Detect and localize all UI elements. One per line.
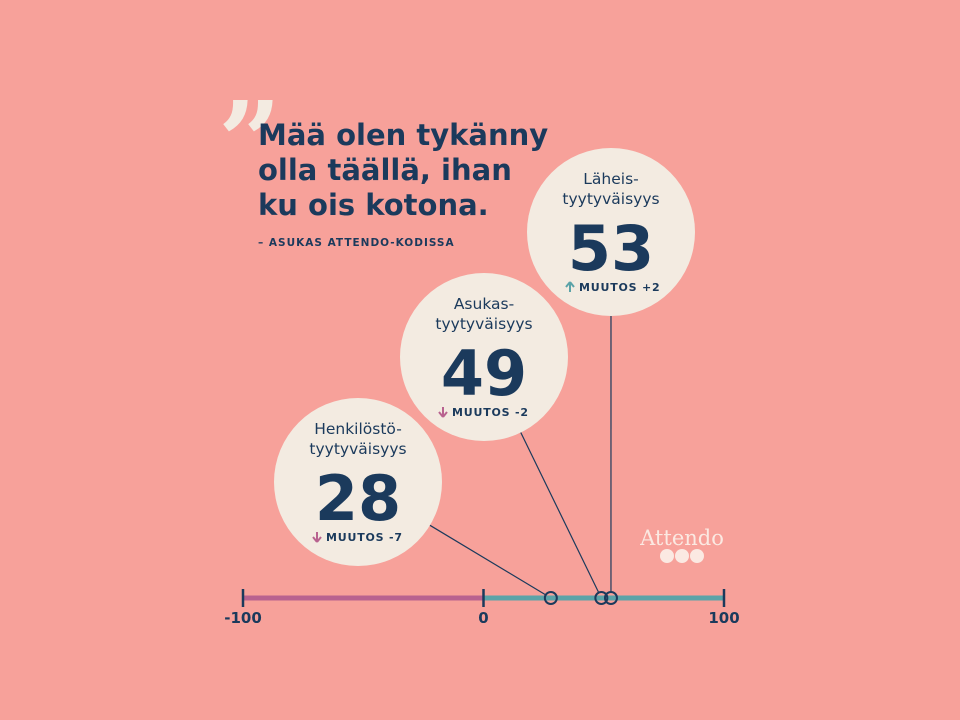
metric-name: tyytyväisyys — [435, 315, 532, 333]
connector — [520, 432, 600, 593]
logo-icon — [660, 549, 674, 563]
bubble — [527, 148, 695, 316]
bubble — [274, 398, 442, 566]
change-label: MUUTOS +2 — [579, 281, 661, 294]
scale-marker — [603, 591, 618, 605]
logo-icon — [675, 549, 689, 563]
tick-label: 100 — [708, 609, 739, 627]
metric-name: Henkilöstö- — [314, 420, 402, 438]
change-arrow — [565, 281, 575, 292]
tick-label: -100 — [224, 609, 262, 627]
metric-name: Läheis- — [583, 170, 638, 188]
change-label: MUUTOS -2 — [452, 406, 529, 419]
logo: Attendo — [639, 526, 724, 563]
change-label: MUUTOS -7 — [326, 531, 403, 544]
quote-line: ku ois kotona. — [258, 188, 489, 222]
quote-mark: ” — [218, 77, 281, 206]
metric-value: 28 — [315, 462, 401, 535]
metric-name: tyytyväisyys — [562, 190, 659, 208]
change-arrow — [438, 407, 448, 418]
attribution: – ASUKAS ATTENDO-KODISSA — [258, 237, 455, 249]
logo-icon — [690, 549, 704, 563]
bubble — [400, 273, 568, 441]
metric-value: 49 — [441, 337, 527, 410]
scale-marker — [543, 591, 558, 605]
change-arrow — [312, 532, 322, 543]
quote-line: Mää olen tykänny — [258, 118, 548, 152]
logo-text: Attendo — [639, 526, 724, 550]
metric-name: Asukas- — [454, 295, 514, 313]
quote-line: olla täällä, ihan — [258, 153, 512, 187]
scale-marker — [594, 591, 609, 605]
connector — [429, 524, 547, 596]
metric-name: tyytyväisyys — [309, 440, 406, 458]
tick-label: 0 — [478, 609, 488, 627]
metric-value: 53 — [568, 212, 654, 285]
